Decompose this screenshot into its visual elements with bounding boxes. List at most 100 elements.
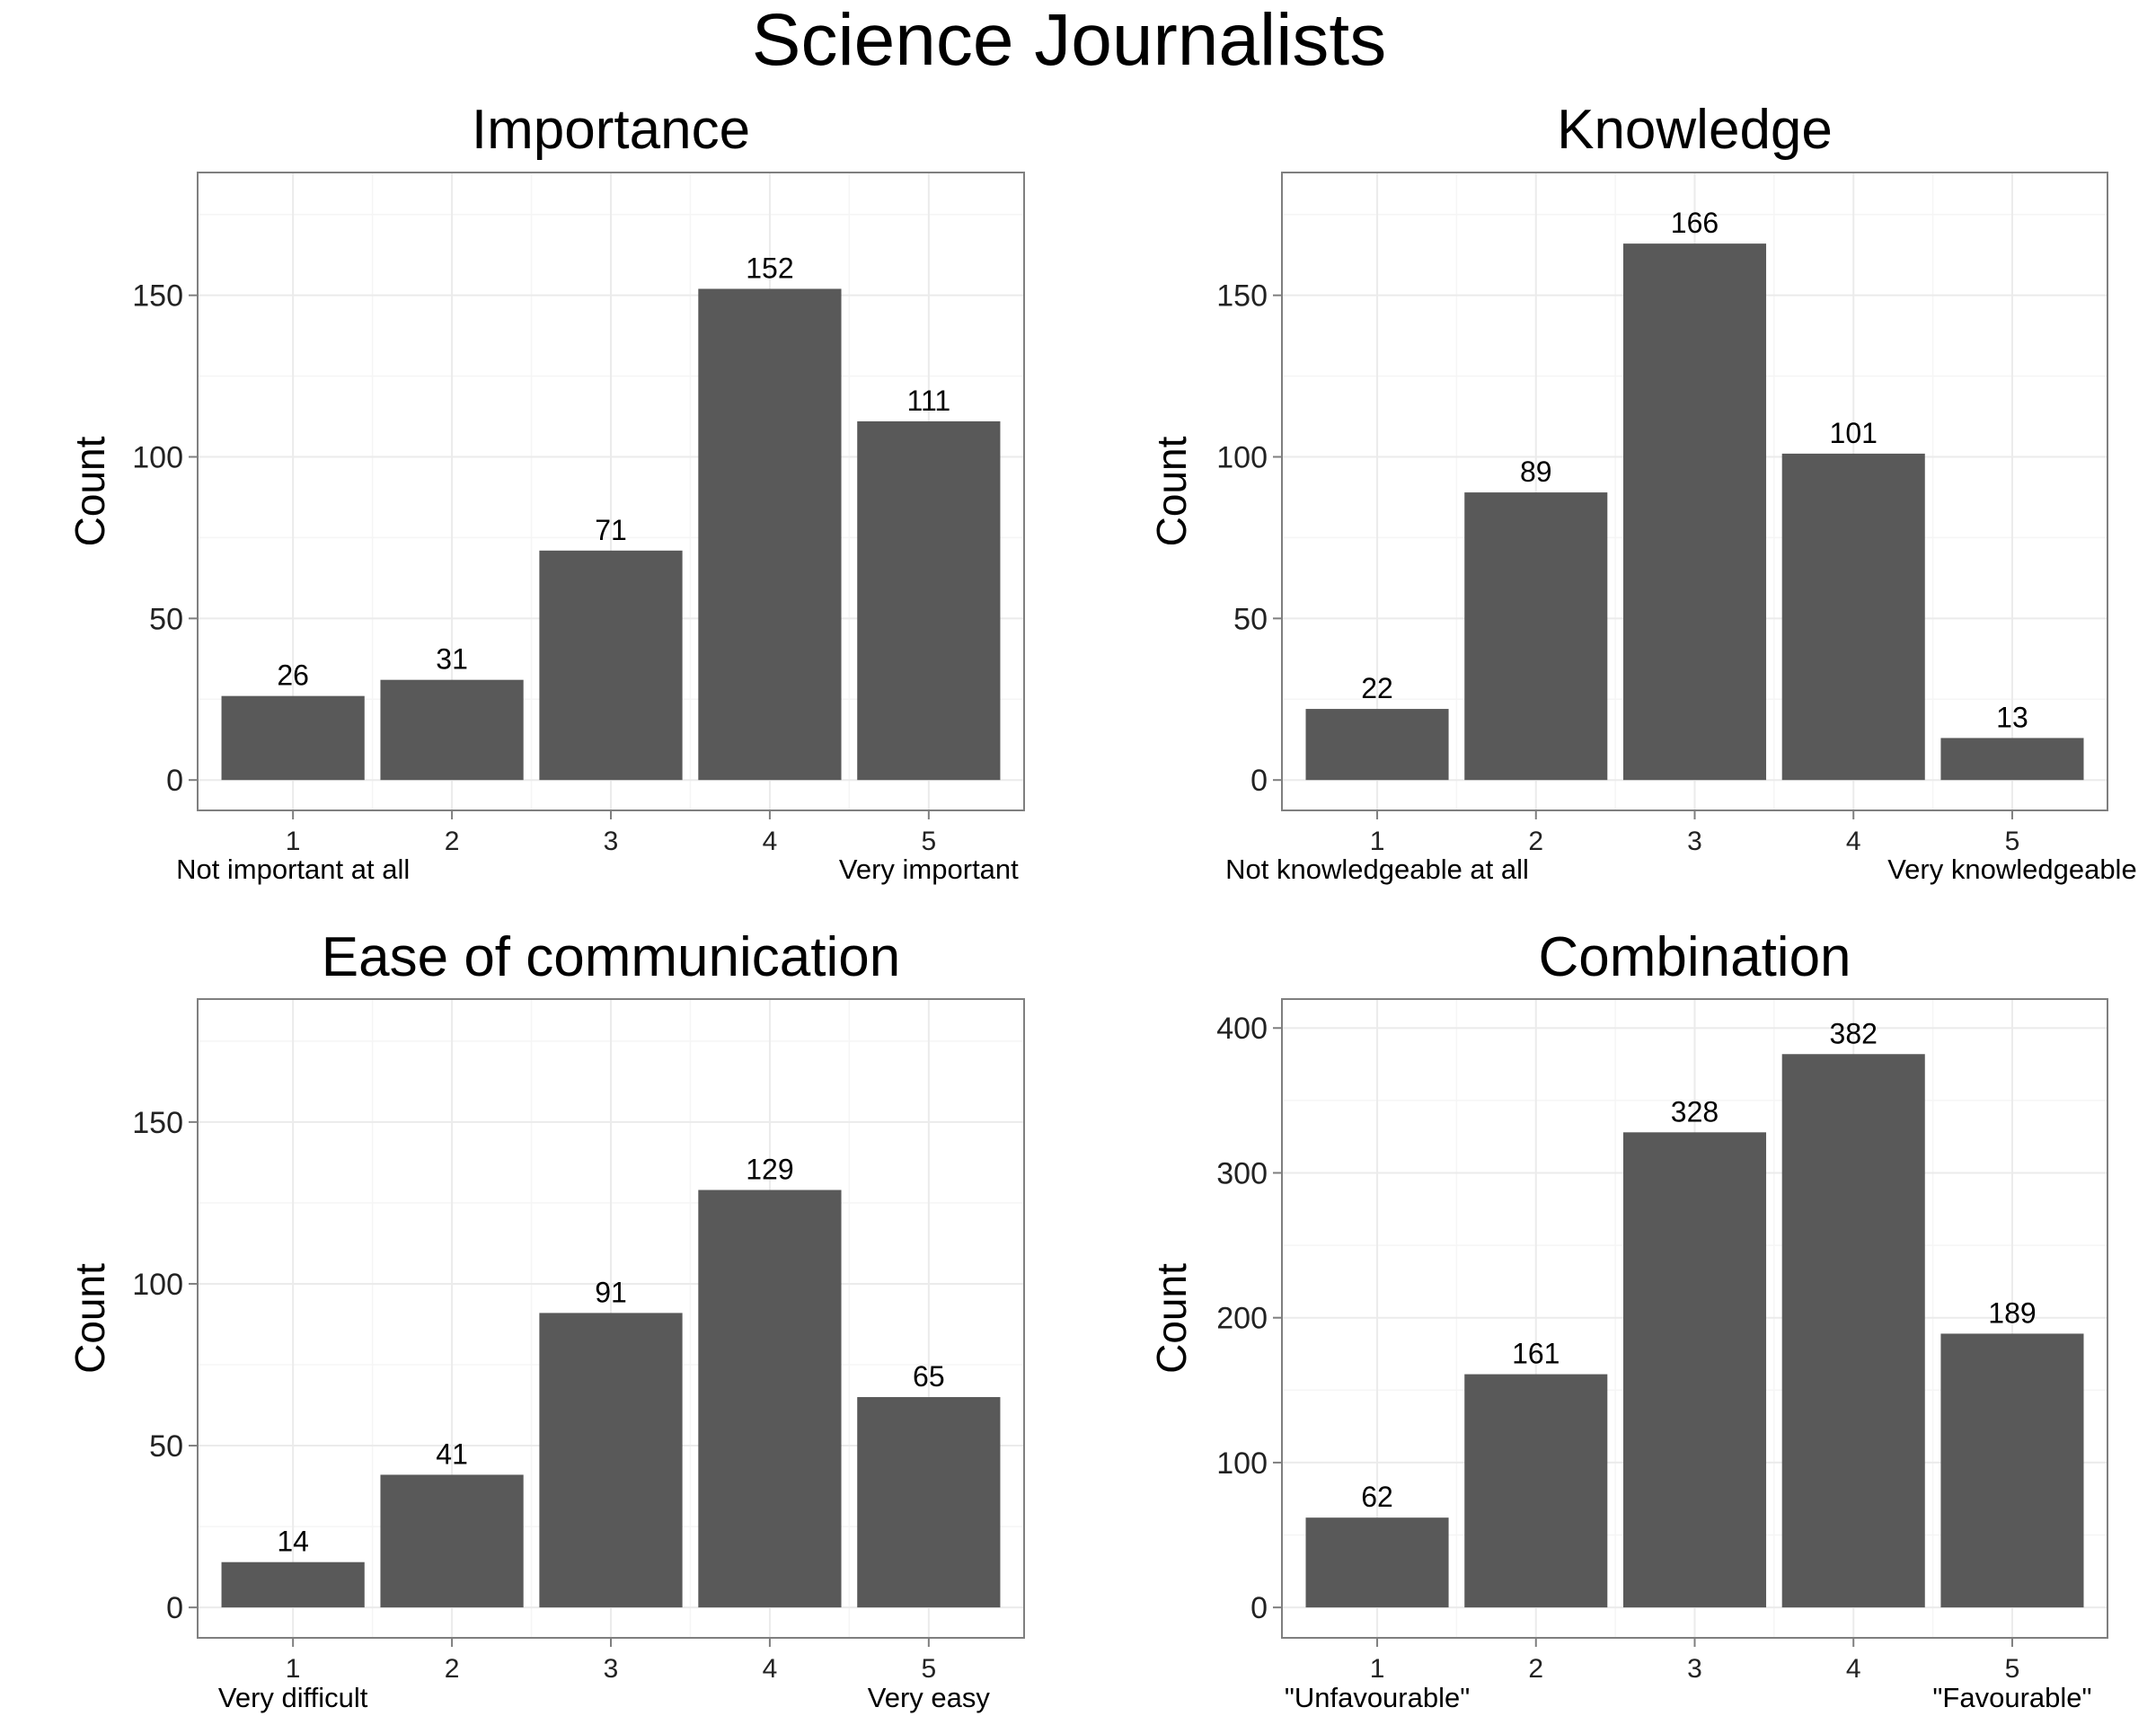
chart-panel-3: 14 41 91 129 65 0 50 100 150 1 2 3 4 5 Very difficult V… (66, 926, 1025, 1713)
bar-value-label: 13 (1996, 701, 2028, 733)
figure-title: Science Journalists (752, 0, 1386, 81)
bar-1 (221, 695, 365, 781)
bar-5 (1940, 738, 2084, 781)
y-tick-label: 0 (166, 764, 183, 798)
bar-value-label: 328 (1671, 1095, 1719, 1128)
y-tick-label: 100 (1216, 441, 1268, 475)
y-axis-label: Count (66, 436, 113, 546)
y-tick-label: 50 (1233, 602, 1268, 636)
y-tick-label: 100 (132, 441, 183, 475)
bar-3 (539, 1313, 683, 1608)
chart-panel-2: 22 89 166 101 13 0 50 100 150 1 2 3 4 5 Not knowledgea… (1148, 99, 2137, 885)
bar-5 (857, 420, 1001, 781)
y-tick-label: 150 (132, 1106, 183, 1140)
bar-value-label: 65 (913, 1360, 945, 1393)
x-tick-label: 3 (604, 1654, 619, 1684)
panel-title: Knowledge (1557, 99, 1833, 161)
bar-value-label: 91 (595, 1276, 627, 1308)
bar-3 (539, 550, 683, 781)
bar-value-label: 111 (907, 385, 951, 417)
bar-2 (1464, 492, 1608, 781)
bar-4 (698, 288, 842, 781)
bar-value-label: 41 (436, 1438, 468, 1470)
bar-4 (698, 1190, 842, 1608)
y-tick-label: 0 (1250, 764, 1268, 798)
bar-value-label: 129 (746, 1154, 793, 1186)
x-tick-label: 4 (1846, 827, 1861, 856)
y-tick-label: 0 (1250, 1591, 1268, 1625)
bar-2 (380, 1474, 524, 1608)
x-tick-label: 1 (1370, 1654, 1385, 1684)
panel-title: Combination (1538, 926, 1851, 988)
y-tick-label: 100 (132, 1268, 183, 1302)
x-anchor-high: Very important (839, 854, 1019, 885)
x-tick-label: 4 (1846, 1654, 1861, 1684)
bar-value-label: 31 (436, 643, 468, 676)
y-tick-label: 200 (1216, 1302, 1268, 1336)
y-axis-label: Count (66, 1263, 113, 1374)
x-tick-label: 1 (1370, 827, 1385, 856)
x-tick-label: 2 (445, 827, 460, 856)
x-tick-label: 2 (1528, 827, 1543, 856)
y-tick-label: 300 (1216, 1156, 1268, 1190)
panel-title: Ease of communication (322, 926, 900, 988)
x-tick-label: 2 (445, 1654, 460, 1684)
panel-title: Importance (472, 99, 750, 161)
bar-1 (1305, 1517, 1449, 1608)
bar-value-label: 189 (1988, 1296, 2036, 1329)
chart-panel-1: 26 31 71 152 111 0 50 100 150 1 2 3 4 5 Not important … (66, 99, 1025, 885)
chart-panel-4: 62 161 328 382 189 0 100 200 300 400 1 2 3 4 5 "Unfavou… (1148, 926, 2108, 1713)
bar-4 (1781, 1054, 1925, 1608)
x-tick-label: 5 (922, 1654, 937, 1684)
bar-5 (857, 1397, 1001, 1608)
bar-value-label: 161 (1512, 1338, 1560, 1370)
bar-2 (1464, 1374, 1608, 1608)
x-tick-label: 2 (1528, 1654, 1543, 1684)
bar-value-label: 166 (1671, 207, 1719, 239)
x-tick-label: 5 (2005, 827, 2020, 856)
x-tick-label: 4 (763, 827, 778, 856)
bar-3 (1622, 243, 1767, 781)
bar-5 (1940, 1333, 2084, 1608)
y-tick-label: 50 (149, 1429, 183, 1464)
y-axis-label: Count (1148, 436, 1195, 546)
x-tick-label: 3 (1687, 1654, 1702, 1684)
bar-value-label: 101 (1830, 417, 1878, 449)
x-anchor-high: Very easy (868, 1682, 991, 1713)
y-tick-label: 50 (149, 602, 183, 636)
y-tick-label: 150 (1216, 279, 1268, 314)
x-tick-label: 1 (286, 1654, 301, 1684)
y-tick-label: 0 (166, 1591, 183, 1625)
x-anchor-low: Not knowledgeable at all (1225, 854, 1529, 885)
y-tick-label: 400 (1216, 1012, 1268, 1046)
bar-1 (1305, 709, 1449, 781)
x-tick-label: 1 (286, 827, 301, 856)
x-tick-label: 4 (763, 1654, 778, 1684)
bar-4 (1781, 453, 1925, 781)
x-anchor-high: "Favourable" (1932, 1682, 2091, 1713)
x-anchor-low: "Unfavourable" (1285, 1682, 1470, 1713)
bar-value-label: 22 (1361, 672, 1393, 704)
x-tick-label: 5 (922, 827, 937, 856)
bar-1 (221, 1561, 365, 1608)
bar-value-label: 89 (1520, 456, 1552, 488)
bar-value-label: 152 (746, 252, 793, 284)
bar-value-label: 26 (277, 659, 309, 692)
bar-2 (380, 679, 524, 781)
x-anchor-high: Very knowledgeable (1887, 854, 2136, 885)
bar-value-label: 71 (595, 514, 627, 546)
bar-value-label: 382 (1830, 1017, 1878, 1049)
y-axis-label: Count (1148, 1263, 1195, 1374)
bar-value-label: 14 (277, 1526, 309, 1558)
y-tick-label: 150 (132, 279, 183, 314)
x-tick-label: 3 (604, 827, 619, 856)
bar-3 (1622, 1132, 1767, 1608)
x-anchor-low: Not important at all (176, 854, 410, 885)
bar-value-label: 62 (1361, 1481, 1393, 1513)
x-tick-label: 5 (2005, 1654, 2020, 1684)
y-tick-label: 100 (1216, 1446, 1268, 1481)
x-tick-label: 3 (1687, 827, 1702, 856)
x-anchor-low: Very difficult (218, 1682, 368, 1713)
